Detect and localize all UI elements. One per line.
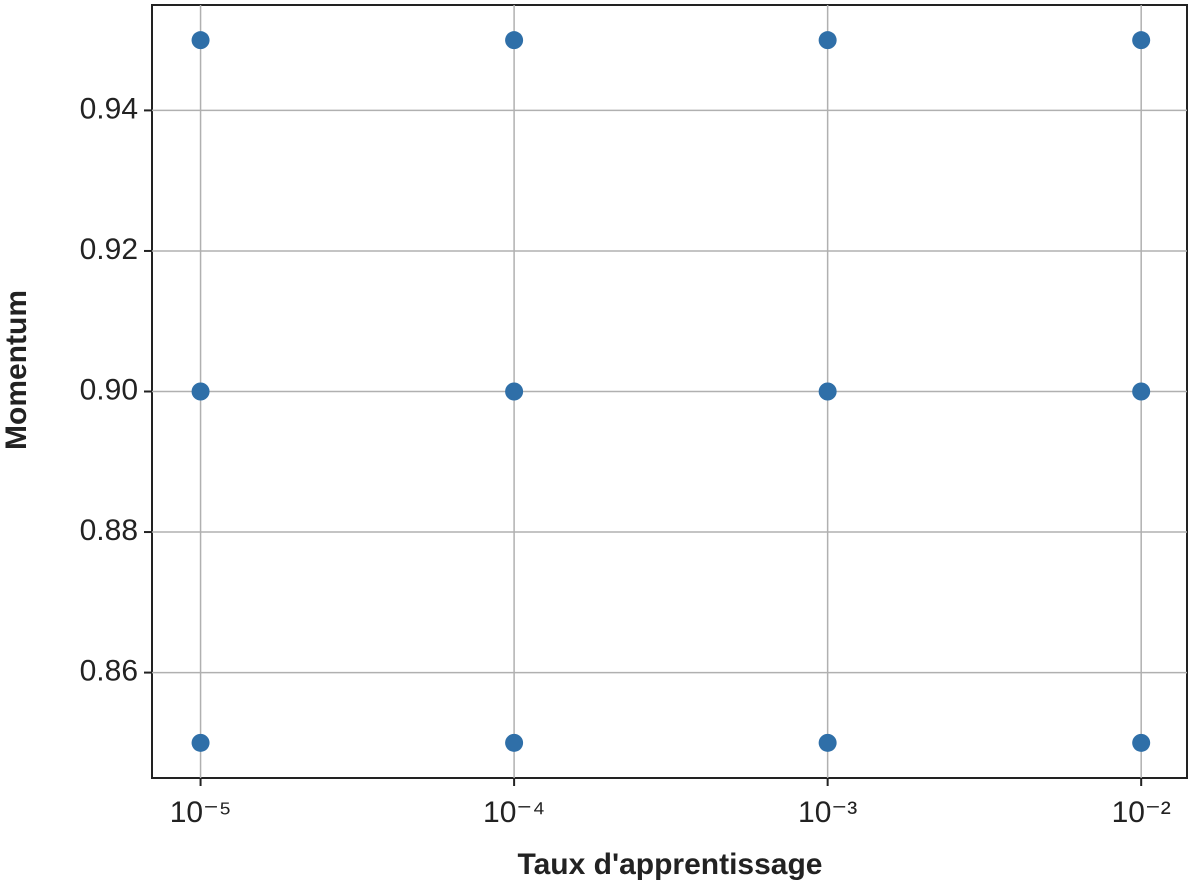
x-tick-label: 10⁻⁵ [170,796,232,829]
x-axis-title: Taux d'apprentissage [518,848,823,881]
y-tick-label: 0.94 [80,92,138,125]
point [818,382,837,401]
point [191,382,210,401]
y-tick-label: 0.90 [80,373,138,406]
x-tick-label: 10⁻³ [798,796,857,829]
point [191,31,210,50]
point [191,733,210,752]
point [818,31,837,50]
point [505,382,524,401]
point [1132,31,1151,50]
point [1132,733,1151,752]
y-axis-title: Momentum [0,290,33,450]
point [818,733,837,752]
y-tick-label: 0.92 [80,233,138,266]
point [505,31,524,50]
x-tick-label: 10⁻⁴ [483,796,545,829]
x-tick-label: 10⁻² [1112,796,1171,829]
y-tick-label: 0.86 [80,655,138,688]
y-tick-label: 0.88 [80,514,138,547]
point [1132,382,1151,401]
point [505,733,524,752]
